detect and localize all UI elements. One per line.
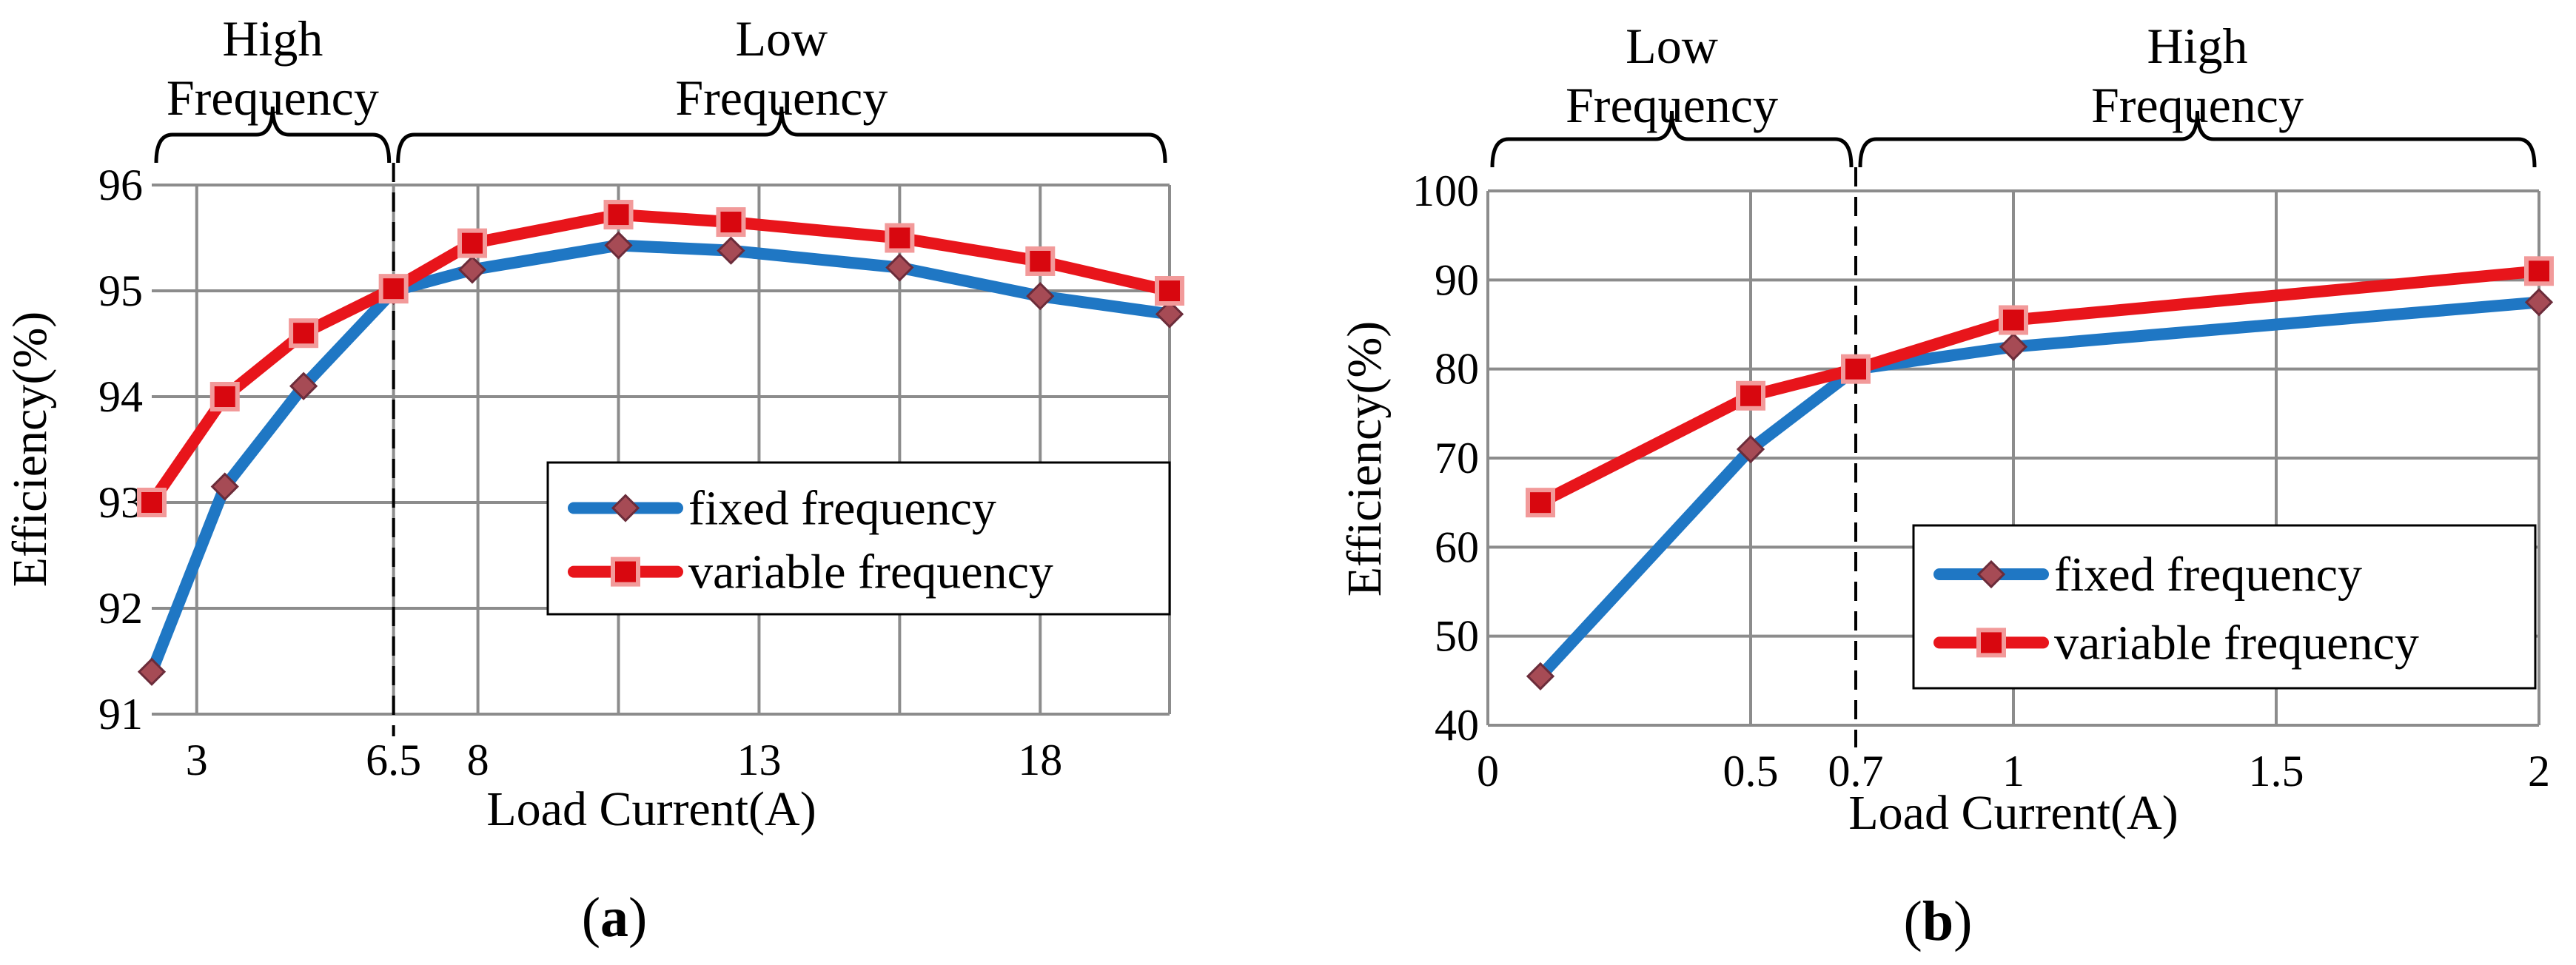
data-point-fixed-frequency-4 bbox=[2524, 288, 2554, 317]
data-point-variable-frequency-1 bbox=[209, 382, 240, 411]
region-label: High bbox=[2147, 18, 2248, 74]
data-point-variable-frequency-0 bbox=[137, 488, 167, 517]
y-tick-label: 100 bbox=[1412, 167, 1479, 215]
x-tick-label: 18 bbox=[1018, 736, 1062, 784]
panel-label-paren: ) bbox=[1953, 890, 1972, 952]
region-label: Frequency bbox=[1566, 77, 1778, 133]
x-tick-label: 0 bbox=[1477, 747, 1499, 796]
y-tick-label: 50 bbox=[1435, 612, 1479, 661]
data-point-fixed-frequency-0 bbox=[1526, 662, 1555, 690]
region-brace bbox=[396, 106, 1167, 164]
data-point-variable-frequency-5 bbox=[603, 200, 634, 230]
region-label: Low bbox=[736, 10, 828, 67]
chart-panel-b: 40 50 60 70 80 90 100 0 0.5 0.7 1 1.5 2 Load Current(… bbox=[1338, 18, 2554, 952]
legend-box bbox=[1912, 524, 2537, 690]
series-line-fixed-frequency bbox=[146, 239, 1175, 678]
chart-panel-a: 91 92 93 94 95 96 3 6.5 8 13 18 Load Current(A) Effi… bbox=[3, 10, 1184, 949]
y-tick-label: 95 bbox=[98, 266, 143, 315]
x-axis-label: Load Current(A) bbox=[486, 782, 816, 836]
data-point-fixed-frequency-1 bbox=[1736, 434, 1765, 464]
data-point-fixed-frequency-5 bbox=[604, 231, 633, 260]
x-tick-label: 8 bbox=[467, 736, 489, 784]
y-tick-label: 40 bbox=[1435, 701, 1479, 750]
y-axis-label: Efficiency(%) bbox=[1338, 321, 1392, 597]
y-tick-label: 94 bbox=[98, 372, 143, 421]
x-tick-label: 0.7 bbox=[1828, 747, 1884, 796]
y-tick-label: 91 bbox=[98, 690, 143, 739]
data-point-fixed-frequency-6 bbox=[717, 236, 745, 265]
panel-label-paren: ( bbox=[1904, 890, 1922, 952]
x-tick-label: 1 bbox=[2002, 747, 2025, 796]
legend-marker-diamond bbox=[611, 494, 640, 522]
series-line-variable-frequency bbox=[1534, 265, 2545, 509]
panel-label-letter: a bbox=[600, 887, 628, 949]
data-point-variable-frequency-2 bbox=[1841, 354, 1871, 384]
legend-marker-square bbox=[1976, 628, 2006, 658]
region-label: High bbox=[222, 10, 323, 67]
data-point-variable-frequency-4 bbox=[2524, 256, 2554, 286]
data-point-variable-frequency-7 bbox=[885, 223, 915, 253]
data-point-fixed-frequency-2 bbox=[289, 371, 318, 400]
y-tick-label: 80 bbox=[1435, 345, 1479, 394]
data-point-variable-frequency-0 bbox=[1526, 488, 1555, 518]
data-point-variable-frequency-9 bbox=[1155, 276, 1184, 306]
legend-label: fixed frequency bbox=[688, 482, 996, 536]
region-label: Frequency bbox=[167, 70, 379, 126]
panel-label: (a) bbox=[582, 887, 648, 949]
y-tick-label: 90 bbox=[1435, 255, 1479, 304]
x-tick-label: 0.5 bbox=[1723, 747, 1779, 796]
data-point-variable-frequency-4 bbox=[457, 228, 488, 258]
series-line-variable-frequency bbox=[146, 209, 1175, 508]
x-axis-label: Load Current(A) bbox=[1848, 786, 2178, 840]
data-point-fixed-frequency-7 bbox=[885, 253, 914, 282]
data-point-variable-frequency-3 bbox=[378, 274, 409, 304]
legend-box bbox=[546, 461, 1171, 616]
x-tick-label: 2 bbox=[2528, 747, 2550, 796]
data-point-fixed-frequency-0 bbox=[137, 657, 167, 686]
data-point-fixed-frequency-3 bbox=[1999, 332, 2028, 361]
x-tick-label: 1.5 bbox=[2249, 747, 2304, 796]
region-label: Frequency bbox=[675, 70, 888, 126]
y-tick-label: 93 bbox=[98, 478, 143, 527]
panel-label-letter: b bbox=[1922, 890, 1953, 952]
data-point-fixed-frequency-4 bbox=[457, 255, 487, 284]
panel-label-paren: ) bbox=[628, 887, 647, 949]
data-point-variable-frequency-6 bbox=[716, 207, 746, 238]
region-brace bbox=[1858, 110, 2537, 168]
legend-marker-square bbox=[611, 557, 640, 587]
legend-label: variable frequency bbox=[688, 545, 1053, 599]
data-point-variable-frequency-1 bbox=[1736, 380, 1765, 411]
data-point-fixed-frequency-9 bbox=[1155, 300, 1184, 329]
y-tick-label: 92 bbox=[98, 584, 143, 633]
y-tick-label: 96 bbox=[98, 161, 143, 209]
data-point-variable-frequency-8 bbox=[1025, 246, 1056, 276]
data-point-variable-frequency-3 bbox=[1999, 305, 2028, 335]
x-tick-label: 6.5 bbox=[366, 736, 421, 784]
x-tick-label: 3 bbox=[186, 736, 208, 784]
legend-label: fixed frequency bbox=[2054, 548, 2362, 602]
data-point-fixed-frequency-1 bbox=[210, 472, 239, 501]
y-tick-label: 60 bbox=[1435, 522, 1479, 571]
region-brace bbox=[154, 106, 392, 164]
x-tick-label: 13 bbox=[737, 736, 781, 784]
region-label: Frequency bbox=[2091, 77, 2304, 133]
y-tick-label: 70 bbox=[1435, 434, 1479, 482]
region-brace bbox=[1490, 110, 1854, 168]
y-axis-label: Efficiency(%) bbox=[3, 312, 57, 588]
data-point-fixed-frequency-8 bbox=[1026, 282, 1055, 311]
data-point-variable-frequency-2 bbox=[289, 318, 319, 349]
legend-label: variable frequency bbox=[2054, 616, 2419, 670]
panel-label: (b) bbox=[1904, 890, 1973, 952]
region-label: Low bbox=[1626, 18, 1718, 74]
panel-label-paren: ( bbox=[582, 887, 600, 949]
legend-marker-diamond bbox=[1976, 559, 2006, 589]
